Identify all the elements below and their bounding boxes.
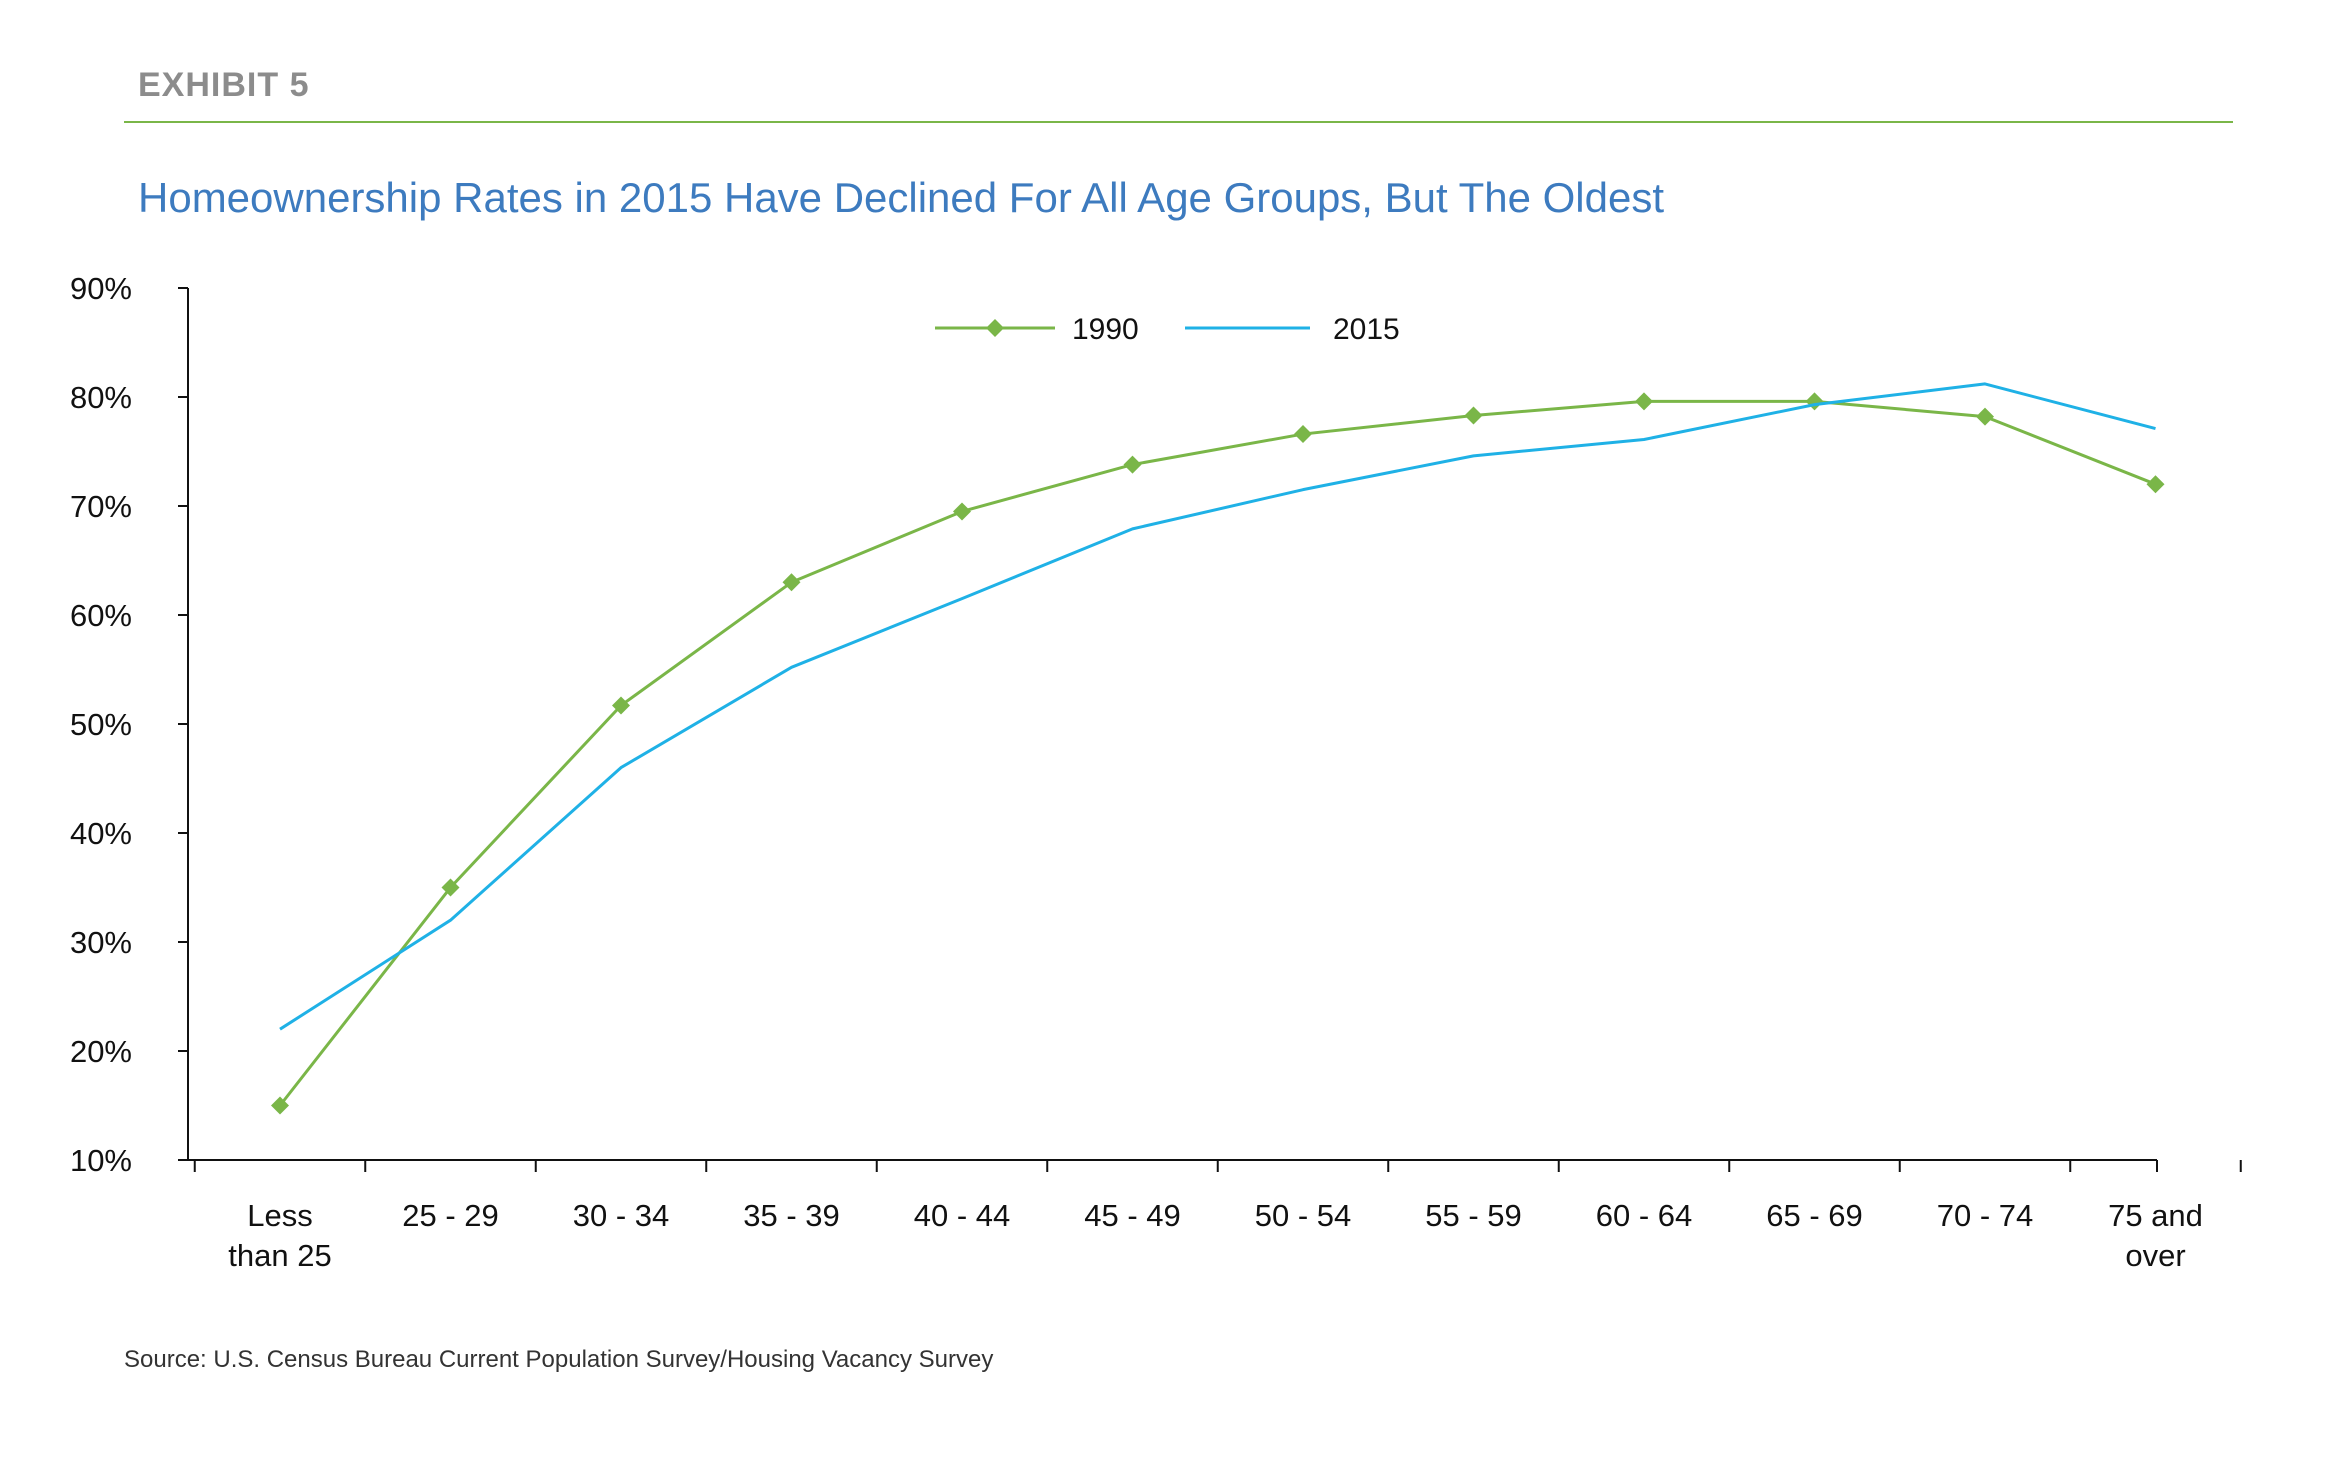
- data-point-1990: [271, 1096, 289, 1115]
- x-tick-label-line: over: [2125, 1238, 2185, 1273]
- y-tick-label: 40%: [70, 816, 132, 851]
- legend-marker-1990: [986, 319, 1004, 337]
- y-tick-label: 20%: [70, 1034, 132, 1069]
- x-tick-label: 55 - 59: [1425, 1198, 1522, 1233]
- x-tick-label: 75 and over: [2108, 1198, 2203, 1273]
- legend-label-1990: 1990: [1072, 313, 1139, 346]
- legend-label-2015: 2015: [1333, 313, 1400, 346]
- data-point-1990: [441, 878, 460, 897]
- series-line-1990: [278, 399, 2157, 1107]
- series-line-2015: [279, 382, 2156, 1031]
- x-tick-label-line: 40 - 44: [914, 1198, 1011, 1233]
- data-point-1990: [782, 573, 801, 592]
- data-point-1990: [953, 502, 971, 521]
- y-tick-label: 50%: [70, 707, 132, 742]
- x-tick-label: 60 - 64: [1596, 1198, 1693, 1233]
- exhibit-label: EXHIBIT 5: [138, 66, 310, 104]
- x-tick-label-line: Less: [247, 1198, 312, 1233]
- x-tick-label: 45 - 49: [1084, 1198, 1181, 1233]
- y-tick-label: 70%: [70, 489, 132, 524]
- chart-title: Homeownership Rates in 2015 Have Decline…: [138, 174, 1665, 221]
- x-tick-label-line: 55 - 59: [1425, 1198, 1522, 1233]
- x-tick-label-line: 25 - 29: [402, 1198, 499, 1233]
- y-tick-label: 90%: [70, 271, 132, 306]
- x-tick-label: 65 - 69: [1766, 1198, 1863, 1233]
- x-tick-label-line: 45 - 49: [1084, 1198, 1181, 1233]
- data-point-1990: [1635, 392, 1653, 411]
- x-tick-label: 35 - 39: [743, 1198, 840, 1233]
- x-tick-label: 40 - 44: [914, 1198, 1011, 1233]
- header-rule: [124, 121, 2233, 123]
- data-point-1990: [612, 696, 630, 715]
- x-tick-label: 70 - 74: [1937, 1198, 2034, 1233]
- x-tick-label: Less than 25: [228, 1198, 331, 1273]
- x-tick-label-line: 60 - 64: [1596, 1198, 1693, 1233]
- x-tick-label-line: 65 - 69: [1766, 1198, 1863, 1233]
- x-tick-label: 25 - 29: [402, 1198, 499, 1233]
- data-point-1990: [1464, 406, 1483, 425]
- y-tick-label: 10%: [70, 1143, 132, 1178]
- x-tick-label-line: 35 - 39: [743, 1198, 840, 1233]
- data-point-1990: [1976, 407, 1994, 426]
- x-tick-label-line: than 25: [228, 1238, 331, 1273]
- y-tick-label: 30%: [70, 925, 132, 960]
- chart-axes: 10% 20% 30% 40% 50% 60% 70% 80% 90% Less than 25 25…: [70, 271, 2242, 1273]
- x-tick-label-line: 70 - 74: [1937, 1198, 2034, 1233]
- chart-series: [271, 382, 2165, 1115]
- x-tick-label: 50 - 54: [1255, 1198, 1352, 1233]
- data-point-1990: [1805, 392, 1824, 411]
- data-point-1990: [1294, 425, 1312, 444]
- chart-legend: 1990 2015: [935, 313, 1400, 346]
- x-tick-label: 30 - 34: [573, 1198, 670, 1233]
- data-point-1990: [2146, 475, 2165, 494]
- y-tick-label: 80%: [70, 380, 132, 415]
- source-note: Source: U.S. Census Bureau Current Popul…: [124, 1346, 994, 1373]
- x-tick-label-line: 50 - 54: [1255, 1198, 1352, 1233]
- y-tick-label: 60%: [70, 598, 132, 633]
- x-tick-label-line: 75 and: [2108, 1198, 2203, 1233]
- x-tick-label-line: 30 - 34: [573, 1198, 670, 1233]
- data-point-1990: [1123, 455, 1142, 474]
